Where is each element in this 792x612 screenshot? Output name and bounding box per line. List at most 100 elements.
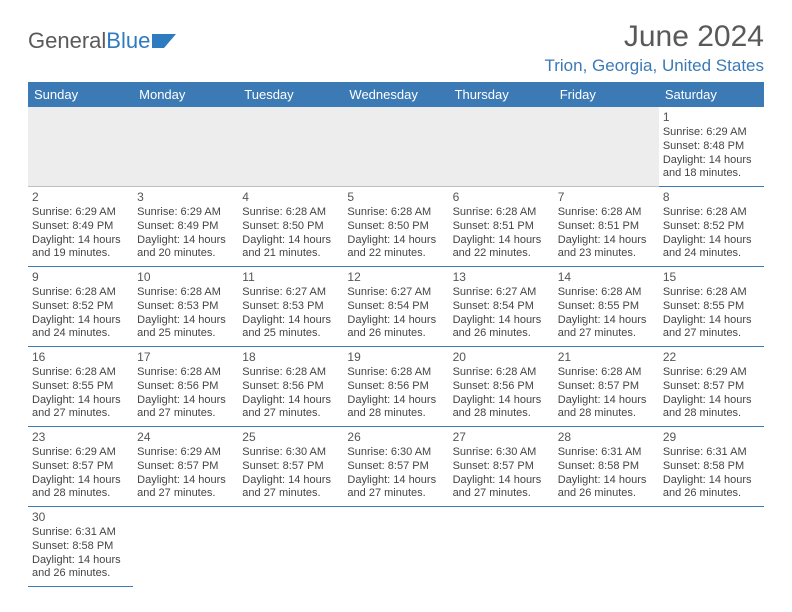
day-number: 17 [137, 350, 234, 365]
sunrise-text: Sunrise: 6:27 AM [347, 286, 444, 300]
daylight-text: Daylight: 14 hours [558, 314, 655, 328]
daylight-text: and 19 minutes. [32, 247, 129, 261]
calendar-cell: 26Sunrise: 6:30 AMSunset: 8:57 PMDayligh… [343, 427, 448, 507]
calendar-cell: 21Sunrise: 6:28 AMSunset: 8:57 PMDayligh… [554, 347, 659, 427]
calendar-cell [133, 507, 238, 587]
calendar-cell: 8Sunrise: 6:28 AMSunset: 8:52 PMDaylight… [659, 187, 764, 267]
sunrise-text: Sunrise: 6:28 AM [558, 206, 655, 220]
calendar-cell: 18Sunrise: 6:28 AMSunset: 8:56 PMDayligh… [238, 347, 343, 427]
logo-text-a: General [28, 28, 106, 54]
day-header: Friday [554, 82, 659, 107]
daylight-text: and 24 minutes. [32, 327, 129, 341]
daylight-text: and 28 minutes. [663, 407, 760, 421]
daylight-text: and 27 minutes. [242, 487, 339, 501]
day-number: 10 [137, 270, 234, 285]
day-number: 12 [347, 270, 444, 285]
day-number: 25 [242, 430, 339, 445]
day-number: 19 [347, 350, 444, 365]
daylight-text: and 21 minutes. [242, 247, 339, 261]
calendar-cell [343, 507, 448, 587]
logo-text-b: Blue [106, 28, 150, 54]
daylight-text: Daylight: 14 hours [663, 234, 760, 248]
sunset-text: Sunset: 8:50 PM [347, 220, 444, 234]
daylight-text: Daylight: 14 hours [137, 474, 234, 488]
sunset-text: Sunset: 8:56 PM [242, 380, 339, 394]
sunset-text: Sunset: 8:55 PM [32, 380, 129, 394]
sunset-text: Sunset: 8:57 PM [347, 460, 444, 474]
daylight-text: Daylight: 14 hours [32, 394, 129, 408]
daylight-text: and 27 minutes. [663, 327, 760, 341]
sunset-text: Sunset: 8:57 PM [32, 460, 129, 474]
day-number: 5 [347, 190, 444, 205]
day-number: 22 [663, 350, 760, 365]
sunset-text: Sunset: 8:57 PM [242, 460, 339, 474]
daylight-text: Daylight: 14 hours [558, 394, 655, 408]
daylight-text: and 22 minutes. [453, 247, 550, 261]
calendar-cell: 22Sunrise: 6:29 AMSunset: 8:57 PMDayligh… [659, 347, 764, 427]
calendar-row: 16Sunrise: 6:28 AMSunset: 8:55 PMDayligh… [28, 347, 764, 427]
daylight-text: Daylight: 14 hours [32, 554, 129, 568]
calendar-row: 30Sunrise: 6:31 AMSunset: 8:58 PMDayligh… [28, 507, 764, 587]
daylight-text: Daylight: 14 hours [663, 314, 760, 328]
daylight-text: and 27 minutes. [137, 487, 234, 501]
calendar-cell: 1Sunrise: 6:29 AMSunset: 8:48 PMDaylight… [659, 107, 764, 187]
sunrise-text: Sunrise: 6:28 AM [242, 206, 339, 220]
calendar-cell: 13Sunrise: 6:27 AMSunset: 8:54 PMDayligh… [449, 267, 554, 347]
sunset-text: Sunset: 8:58 PM [558, 460, 655, 474]
sunset-text: Sunset: 8:53 PM [242, 300, 339, 314]
daylight-text: Daylight: 14 hours [137, 314, 234, 328]
day-number: 6 [453, 190, 550, 205]
sunset-text: Sunset: 8:57 PM [453, 460, 550, 474]
day-number: 1 [663, 110, 760, 125]
sunrise-text: Sunrise: 6:31 AM [663, 446, 760, 460]
sunset-text: Sunset: 8:52 PM [32, 300, 129, 314]
sunset-text: Sunset: 8:57 PM [137, 460, 234, 474]
sunrise-text: Sunrise: 6:28 AM [663, 286, 760, 300]
daylight-text: and 27 minutes. [453, 487, 550, 501]
sunset-text: Sunset: 8:55 PM [558, 300, 655, 314]
daylight-text: Daylight: 14 hours [453, 314, 550, 328]
calendar-row: 23Sunrise: 6:29 AMSunset: 8:57 PMDayligh… [28, 427, 764, 507]
sunset-text: Sunset: 8:52 PM [663, 220, 760, 234]
sunset-text: Sunset: 8:55 PM [663, 300, 760, 314]
calendar-cell: 9Sunrise: 6:28 AMSunset: 8:52 PMDaylight… [28, 267, 133, 347]
daylight-text: Daylight: 14 hours [453, 394, 550, 408]
calendar-row: 1Sunrise: 6:29 AMSunset: 8:48 PMDaylight… [28, 107, 764, 187]
calendar-cell [659, 507, 764, 587]
daylight-text: and 27 minutes. [558, 327, 655, 341]
daylight-text: Daylight: 14 hours [242, 314, 339, 328]
day-number: 11 [242, 270, 339, 285]
month-title: June 2024 [544, 20, 764, 54]
daylight-text: Daylight: 14 hours [453, 474, 550, 488]
day-number: 29 [663, 430, 760, 445]
calendar-cell [343, 107, 448, 187]
daylight-text: Daylight: 14 hours [347, 474, 444, 488]
daylight-text: Daylight: 14 hours [663, 154, 760, 168]
day-header: Wednesday [343, 82, 448, 107]
sunrise-text: Sunrise: 6:29 AM [32, 446, 129, 460]
day-number: 26 [347, 430, 444, 445]
sunset-text: Sunset: 8:49 PM [32, 220, 129, 234]
sunrise-text: Sunrise: 6:29 AM [137, 446, 234, 460]
sunrise-text: Sunrise: 6:28 AM [242, 366, 339, 380]
daylight-text: and 28 minutes. [453, 407, 550, 421]
calendar-cell: 14Sunrise: 6:28 AMSunset: 8:55 PMDayligh… [554, 267, 659, 347]
daylight-text: Daylight: 14 hours [242, 474, 339, 488]
sunset-text: Sunset: 8:53 PM [137, 300, 234, 314]
daylight-text: and 18 minutes. [663, 167, 760, 181]
sunset-text: Sunset: 8:49 PM [137, 220, 234, 234]
daylight-text: and 27 minutes. [137, 407, 234, 421]
daylight-text: and 28 minutes. [558, 407, 655, 421]
sunrise-text: Sunrise: 6:28 AM [453, 206, 550, 220]
day-header: Monday [133, 82, 238, 107]
calendar-cell: 28Sunrise: 6:31 AMSunset: 8:58 PMDayligh… [554, 427, 659, 507]
sunset-text: Sunset: 8:56 PM [453, 380, 550, 394]
day-number: 8 [663, 190, 760, 205]
logo-flag-icon [152, 32, 178, 50]
calendar-cell: 25Sunrise: 6:30 AMSunset: 8:57 PMDayligh… [238, 427, 343, 507]
daylight-text: and 26 minutes. [663, 487, 760, 501]
daylight-text: and 25 minutes. [137, 327, 234, 341]
calendar-cell: 2Sunrise: 6:29 AMSunset: 8:49 PMDaylight… [28, 187, 133, 267]
sunrise-text: Sunrise: 6:29 AM [32, 206, 129, 220]
calendar-cell: 6Sunrise: 6:28 AMSunset: 8:51 PMDaylight… [449, 187, 554, 267]
